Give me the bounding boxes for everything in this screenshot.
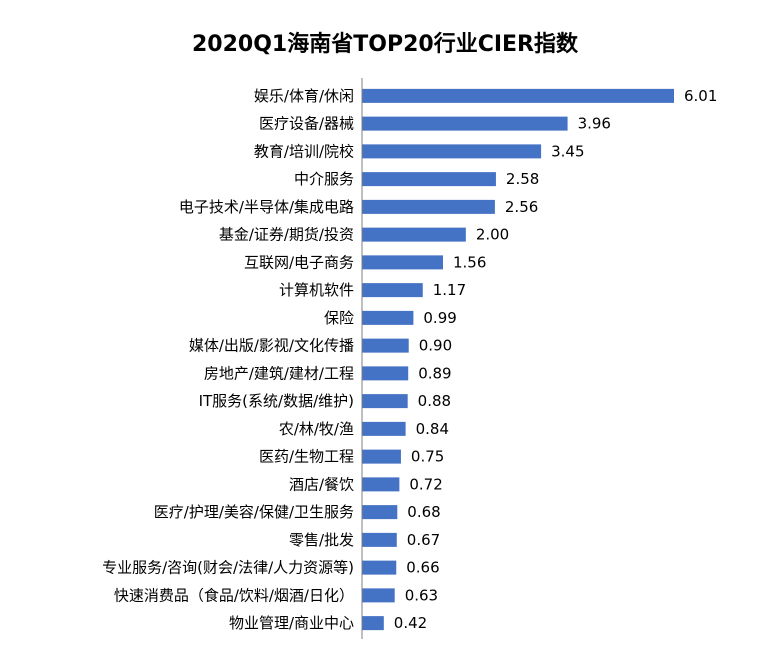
bar	[362, 255, 443, 270]
value-label: 1.56	[453, 253, 486, 271]
bar	[362, 199, 495, 214]
bar	[362, 477, 400, 492]
category-label: 教育/培训/院校	[254, 142, 354, 160]
bar	[362, 394, 408, 409]
category-label: 快速消费品（食品/饮料/烟酒/日化）	[114, 586, 354, 604]
category-label: 物业管理/商业中心	[229, 614, 354, 632]
bar	[362, 505, 398, 520]
bar	[362, 116, 568, 131]
category-label: 零售/批发	[289, 531, 354, 549]
category-label: 媒体/出版/影视/文化传播	[189, 337, 354, 355]
value-label: 1.17	[433, 281, 466, 299]
bar	[362, 144, 542, 159]
bar	[362, 338, 409, 353]
value-label: 0.68	[407, 503, 440, 521]
bar	[362, 283, 423, 298]
category-label: 房地产/建筑/建材/工程	[204, 364, 354, 382]
category-label: 医疗/护理/美容/保健/卫生服务	[154, 503, 354, 521]
value-labels: 6.01 3.96 3.45 2.58 2.56 2.00 1.56 1.17 0.99 0.90…	[394, 87, 718, 632]
bars	[362, 88, 674, 631]
category-label: 专业服务/咨询(财会/法律/人力资源等)	[102, 559, 354, 577]
category-labels: 娱乐/体育/休闲医疗设备/器械教育/培训/院校中介服务电子技术/半导体/集成电路…	[102, 87, 354, 632]
value-label: 0.90	[419, 337, 452, 355]
value-label: 6.01	[684, 87, 717, 105]
category-label: 农/林/牧/渔	[279, 420, 354, 438]
value-label: 3.45	[551, 142, 584, 160]
chart-title: 2020Q1海南省TOP20行业CIER指数	[192, 32, 578, 57]
category-label: 基金/证券/期货/投资	[219, 226, 354, 244]
bar	[362, 616, 384, 631]
category-label: 娱乐/体育/休闲	[254, 87, 354, 105]
category-label: 医药/生物工程	[259, 448, 354, 466]
value-label: 3.96	[578, 115, 611, 133]
value-label: 0.67	[407, 531, 440, 549]
value-label: 0.75	[411, 448, 444, 466]
value-label: 2.56	[505, 198, 538, 216]
category-label: 中介服务	[294, 170, 354, 188]
value-label: 0.66	[406, 559, 439, 577]
category-label: 电子技术/半导体/集成电路	[179, 198, 354, 216]
bar	[362, 310, 414, 325]
category-label: 计算机软件	[279, 281, 354, 299]
value-label: 0.42	[394, 614, 427, 632]
bar	[362, 532, 397, 547]
bar	[362, 227, 466, 242]
value-label: 2.58	[506, 170, 539, 188]
bar	[362, 588, 395, 603]
bar	[362, 366, 409, 381]
value-label: 0.63	[405, 586, 438, 604]
value-label: 0.84	[416, 420, 449, 438]
value-label: 0.88	[418, 392, 451, 410]
value-label: 2.00	[476, 226, 509, 244]
category-label: 互联网/电子商务	[244, 253, 354, 271]
category-label: IT服务(系统/数据/维护)	[199, 392, 354, 410]
value-label: 0.99	[423, 309, 456, 327]
bar	[362, 421, 406, 436]
category-label: 保险	[324, 309, 354, 327]
category-label: 酒店/餐饮	[289, 475, 354, 493]
bar	[362, 449, 401, 464]
value-label: 0.89	[418, 364, 451, 382]
value-label: 0.72	[409, 475, 442, 493]
bar	[362, 172, 496, 187]
category-label: 医疗设备/器械	[259, 115, 354, 133]
bar	[362, 88, 674, 103]
bar	[362, 560, 397, 575]
